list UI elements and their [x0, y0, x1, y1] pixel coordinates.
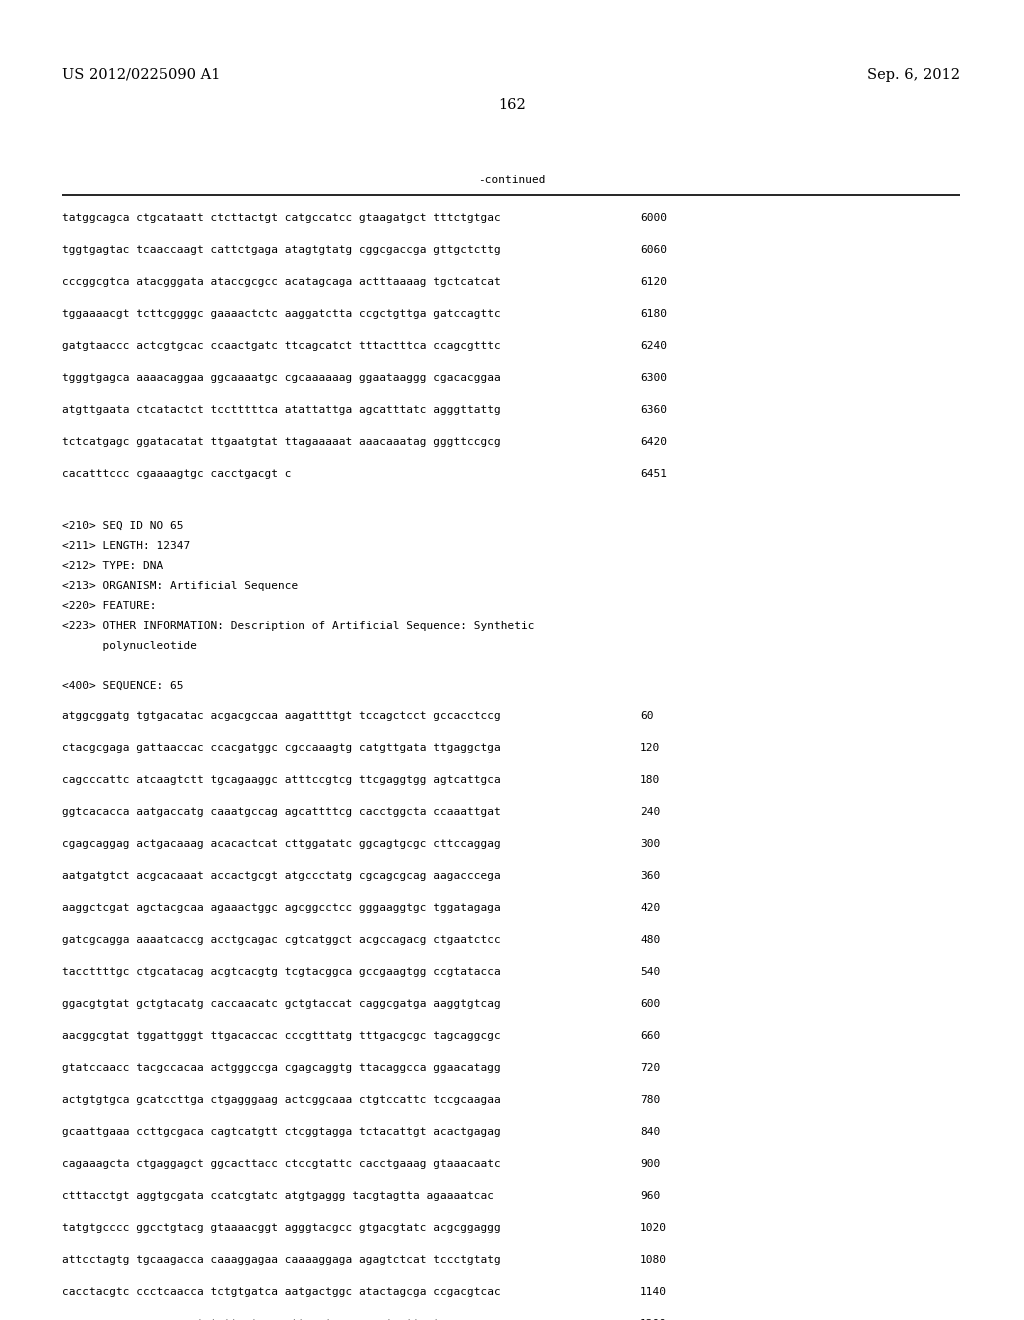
- Text: cagaaagcta ctgaggagct ggcacttacc ctccgtattc cacctgaaag gtaaacaatc: cagaaagcta ctgaggagct ggcacttacc ctccgta…: [62, 1159, 501, 1170]
- Text: 6451: 6451: [640, 469, 667, 479]
- Text: attcctagtg tgcaagacca caaaggagaa caaaaggaga agagtctcat tccctgtatg: attcctagtg tgcaagacca caaaggagaa caaaagg…: [62, 1255, 501, 1265]
- Text: atgttgaata ctcatactct tcctttttca atattattga agcatttatc agggttattg: atgttgaata ctcatactct tcctttttca atattat…: [62, 405, 501, 414]
- Text: <213> ORGANISM: Artificial Sequence: <213> ORGANISM: Artificial Sequence: [62, 581, 298, 591]
- Text: 180: 180: [640, 775, 660, 785]
- Text: 960: 960: [640, 1191, 660, 1201]
- Text: cacatttccc cgaaaagtgc cacctgacgt c: cacatttccc cgaaaagtgc cacctgacgt c: [62, 469, 292, 479]
- Text: ggtcacacca aatgaccatg caaatgccag agcattttcg cacctggcta ccaaattgat: ggtcacacca aatgaccatg caaatgccag agcattt…: [62, 807, 501, 817]
- Text: gatcgcagga aaaatcaccg acctgcagac cgtcatggct acgccagacg ctgaatctcc: gatcgcagga aaaatcaccg acctgcagac cgtcatg…: [62, 935, 501, 945]
- Text: tatgtgcccc ggcctgtacg gtaaaacggt agggtacgcc gtgacgtatc acgcggaggg: tatgtgcccc ggcctgtacg gtaaaacggt agggtac…: [62, 1224, 501, 1233]
- Text: <220> FEATURE:: <220> FEATURE:: [62, 601, 157, 611]
- Text: 6360: 6360: [640, 405, 667, 414]
- Text: <211> LENGTH: 12347: <211> LENGTH: 12347: [62, 541, 190, 550]
- Text: 6420: 6420: [640, 437, 667, 447]
- Text: 240: 240: [640, 807, 660, 817]
- Text: cgagcaggag actgacaaag acacactcat cttggatatc ggcagtgcgc cttccaggag: cgagcaggag actgacaaag acacactcat cttggat…: [62, 840, 501, 849]
- Text: 540: 540: [640, 968, 660, 977]
- Text: tgggtgagca aaaacaggaa ggcaaaatgc cgcaaaaaag ggaataaggg cgacacggaa: tgggtgagca aaaacaggaa ggcaaaatgc cgcaaaa…: [62, 374, 501, 383]
- Text: ctttacctgt aggtgcgata ccatcgtatc atgtgaggg tacgtagtta agaaaatcac: ctttacctgt aggtgcgata ccatcgtatc atgtgag…: [62, 1191, 494, 1201]
- Text: 162: 162: [498, 98, 526, 112]
- Text: <223> OTHER INFORMATION: Description of Artificial Sequence: Synthetic: <223> OTHER INFORMATION: Description of …: [62, 620, 535, 631]
- Text: tggaaaacgt tcttcggggc gaaaactctc aaggatctta ccgctgttga gatccagttc: tggaaaacgt tcttcggggc gaaaactctc aaggatc…: [62, 309, 501, 319]
- Text: actgtgtgca gcatccttga ctgagggaag actcggcaaa ctgtccattc tccgcaagaa: actgtgtgca gcatccttga ctgagggaag actcggc…: [62, 1096, 501, 1105]
- Text: 6120: 6120: [640, 277, 667, 286]
- Text: tggtgagtac tcaaccaagt cattctgaga atagtgtatg cggcgaccga gttgctcttg: tggtgagtac tcaaccaagt cattctgaga atagtgt…: [62, 246, 501, 255]
- Text: 6000: 6000: [640, 213, 667, 223]
- Text: aaggctcgat agctacgcaa agaaactggc agcggcctcc gggaaggtgc tggatagaga: aaggctcgat agctacgcaa agaaactggc agcggcc…: [62, 903, 501, 913]
- Text: cacctacgtc ccctcaacca tctgtgatca aatgactggc atactagcga ccgacgtcac: cacctacgtc ccctcaacca tctgtgatca aatgact…: [62, 1287, 501, 1298]
- Text: atggcggatg tgtgacatac acgacgccaa aagattttgt tccagctcct gccacctccg: atggcggatg tgtgacatac acgacgccaa aagattt…: [62, 711, 501, 721]
- Text: 660: 660: [640, 1031, 660, 1041]
- Text: 6060: 6060: [640, 246, 667, 255]
- Text: 6240: 6240: [640, 341, 667, 351]
- Text: tctcatgagc ggatacatat ttgaatgtat ttagaaaaat aaacaaatag gggttccgcg: tctcatgagc ggatacatat ttgaatgtat ttagaaa…: [62, 437, 501, 447]
- Text: 480: 480: [640, 935, 660, 945]
- Text: 6300: 6300: [640, 374, 667, 383]
- Text: 120: 120: [640, 743, 660, 752]
- Text: gcaattgaaa ccttgcgaca cagtcatgtt ctcggtagga tctacattgt acactgagag: gcaattgaaa ccttgcgaca cagtcatgtt ctcggta…: [62, 1127, 501, 1137]
- Text: gatgtaaccc actcgtgcac ccaactgatc ttcagcatct tttactttca ccagcgtttc: gatgtaaccc actcgtgcac ccaactgatc ttcagca…: [62, 341, 501, 351]
- Text: cagcccattc atcaagtctt tgcagaaggc atttccgtcg ttcgaggtgg agtcattgca: cagcccattc atcaagtctt tgcagaaggc atttccg…: [62, 775, 501, 785]
- Text: aacggcgtat tggattgggt ttgacaccac cccgtttatg tttgacgcgc tagcaggcgc: aacggcgtat tggattgggt ttgacaccac cccgttt…: [62, 1031, 501, 1041]
- Text: cccggcgtca atacgggata ataccgcgcc acatagcaga actttaaaag tgctcatcat: cccggcgtca atacgggata ataccgcgcc acatagc…: [62, 277, 501, 286]
- Text: taccttttgc ctgcatacag acgtcacgtg tcgtacggca gccgaagtgg ccgtatacca: taccttttgc ctgcatacag acgtcacgtg tcgtacg…: [62, 968, 501, 977]
- Text: ctacgcgaga gattaaccac ccacgatggc cgccaaagtg catgttgata ttgaggctga: ctacgcgaga gattaaccac ccacgatggc cgccaaa…: [62, 743, 501, 752]
- Text: 840: 840: [640, 1127, 660, 1137]
- Text: <400> SEQUENCE: 65: <400> SEQUENCE: 65: [62, 681, 183, 690]
- Text: ggacgtgtat gctgtacatg caccaacatc gctgtaccat caggcgatga aaggtgtcag: ggacgtgtat gctgtacatg caccaacatc gctgtac…: [62, 999, 501, 1008]
- Text: 1020: 1020: [640, 1224, 667, 1233]
- Text: 720: 720: [640, 1063, 660, 1073]
- Text: gtatccaacc tacgccacaa actgggccga cgagcaggtg ttacaggcca ggaacatagg: gtatccaacc tacgccacaa actgggccga cgagcag…: [62, 1063, 501, 1073]
- Text: polynucleotide: polynucleotide: [62, 642, 197, 651]
- Text: 300: 300: [640, 840, 660, 849]
- Text: tatggcagca ctgcataatt ctcttactgt catgccatcc gtaagatgct tttctgtgac: tatggcagca ctgcataatt ctcttactgt catgcca…: [62, 213, 501, 223]
- Text: 600: 600: [640, 999, 660, 1008]
- Text: 900: 900: [640, 1159, 660, 1170]
- Text: <212> TYPE: DNA: <212> TYPE: DNA: [62, 561, 163, 572]
- Text: 420: 420: [640, 903, 660, 913]
- Text: 780: 780: [640, 1096, 660, 1105]
- Text: 1080: 1080: [640, 1255, 667, 1265]
- Text: Sep. 6, 2012: Sep. 6, 2012: [867, 69, 961, 82]
- Text: 1140: 1140: [640, 1287, 667, 1298]
- Text: US 2012/0225090 A1: US 2012/0225090 A1: [62, 69, 220, 82]
- Text: aatgatgtct acgcacaaat accactgcgt atgccctatg cgcagcgcag aagacccega: aatgatgtct acgcacaaat accactgcgt atgccct…: [62, 871, 501, 880]
- Text: 60: 60: [640, 711, 653, 721]
- Text: 6180: 6180: [640, 309, 667, 319]
- Text: <210> SEQ ID NO 65: <210> SEQ ID NO 65: [62, 521, 183, 531]
- Text: -continued: -continued: [478, 176, 546, 185]
- Text: 360: 360: [640, 871, 660, 880]
